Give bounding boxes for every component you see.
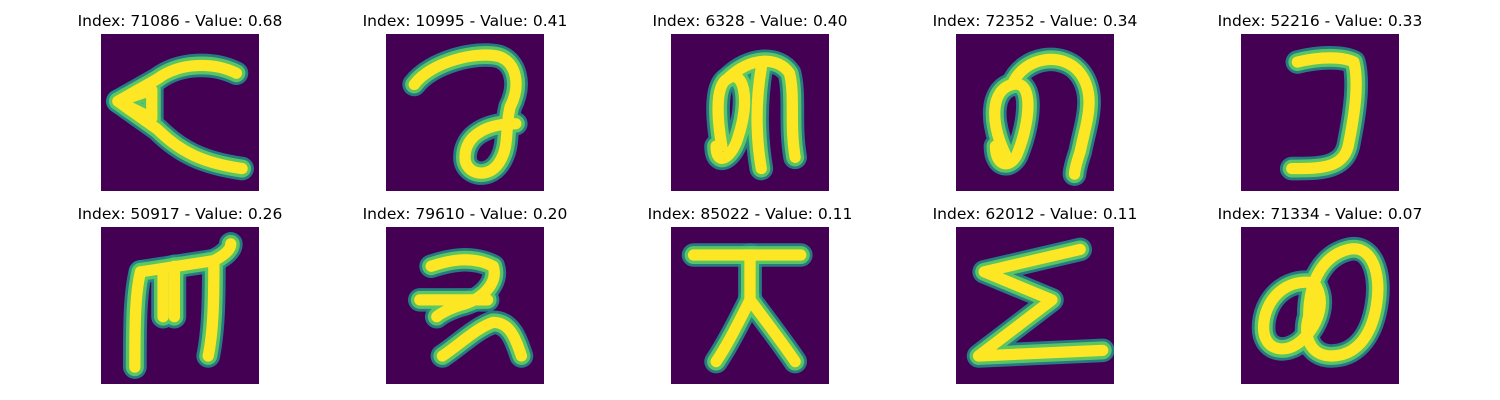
digit-image — [1241, 34, 1399, 191]
panel-title: Index: 71086 - Value: 0.68 — [77, 12, 283, 30]
panel-title: Index: 50917 - Value: 0.26 — [77, 205, 283, 223]
panel-title: Index: 10995 - Value: 0.41 — [362, 12, 568, 30]
panel-title: Index: 6328 - Value: 0.40 — [652, 12, 848, 30]
digit-image — [386, 34, 544, 191]
digit-image — [1241, 227, 1399, 384]
digit-image — [956, 34, 1114, 191]
digit-image — [101, 227, 259, 384]
panel-title: Index: 79610 - Value: 0.20 — [362, 205, 568, 223]
digit-image — [386, 227, 544, 384]
digit-image — [671, 34, 829, 191]
panel-title: Index: 85022 - Value: 0.11 — [647, 205, 853, 223]
panel-title: Index: 72352 - Value: 0.34 — [932, 12, 1138, 30]
digit-image — [671, 227, 829, 384]
panel-title: Index: 62012 - Value: 0.11 — [932, 205, 1138, 223]
panel-title: Index: 71334 - Value: 0.07 — [1217, 205, 1423, 223]
digit-image — [101, 34, 259, 191]
digit-image — [956, 227, 1114, 384]
panel-title: Index: 52216 - Value: 0.33 — [1217, 12, 1423, 30]
